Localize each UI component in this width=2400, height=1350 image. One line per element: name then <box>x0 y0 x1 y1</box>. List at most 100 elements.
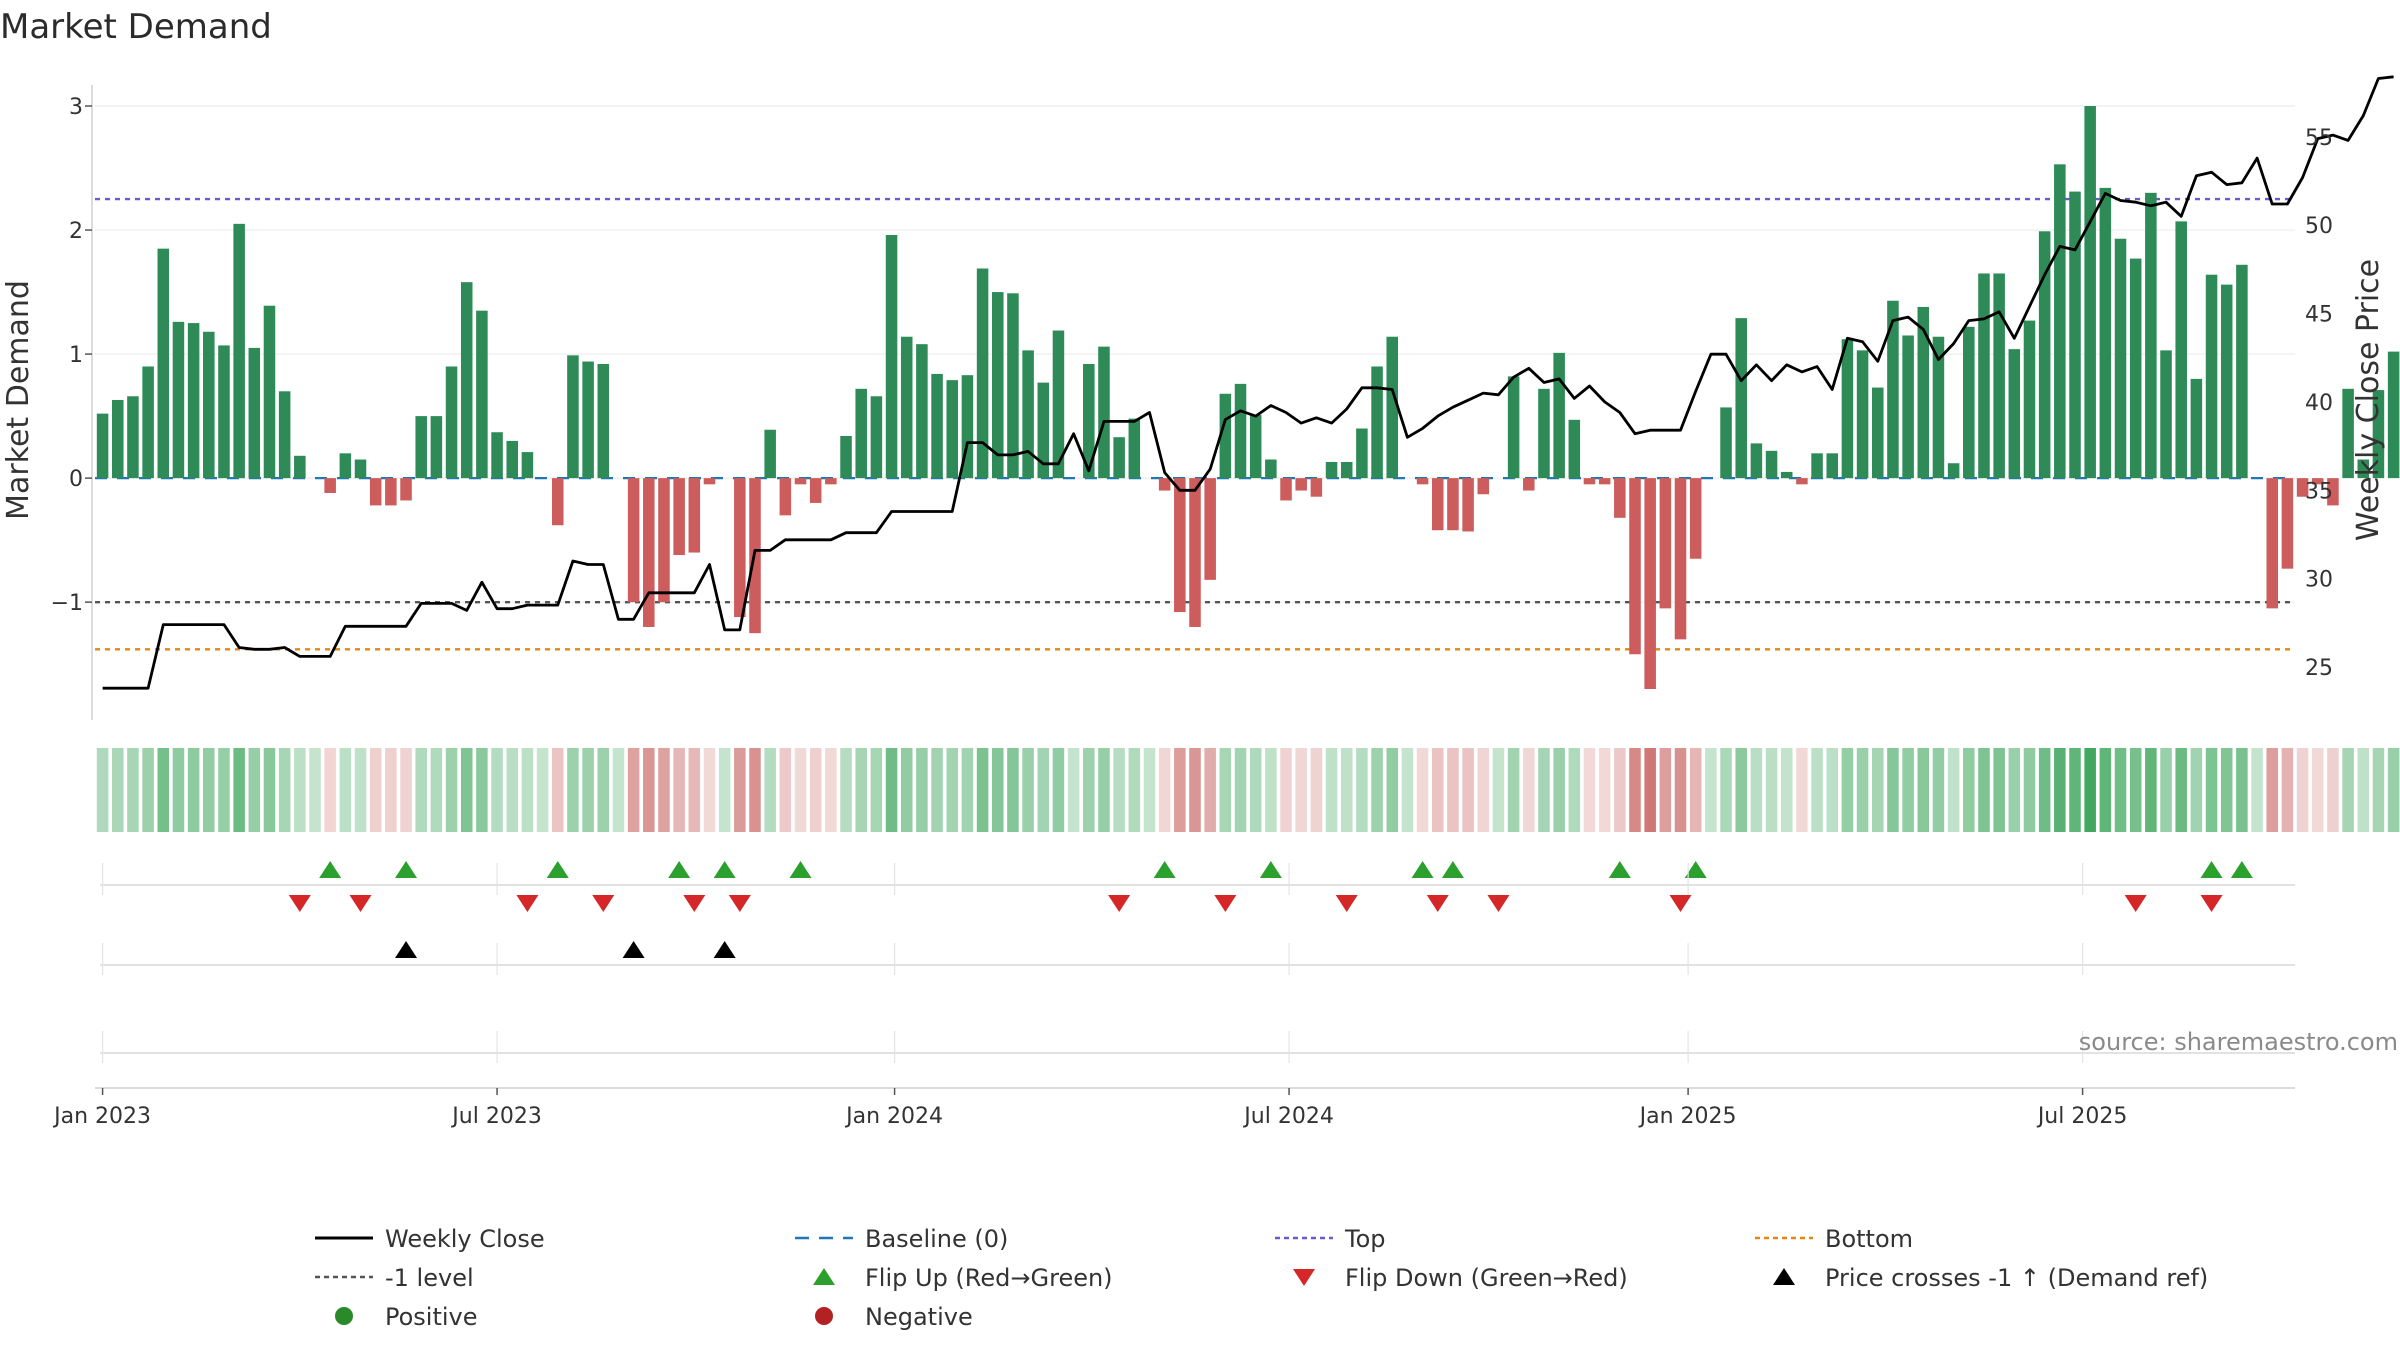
demand-bar <box>1204 478 1216 580</box>
flip-up-marker <box>2230 861 2253 878</box>
heat-cell <box>1431 748 1444 832</box>
flip-up-marker <box>1153 861 1176 878</box>
heat-cell <box>2342 748 2354 832</box>
demand-bar <box>2220 284 2233 479</box>
flip-down-marker <box>728 895 751 912</box>
legend-swatch <box>1773 1268 1795 1285</box>
heat-cell <box>1780 748 1793 832</box>
flip-up-marker <box>395 861 418 878</box>
heat-cell <box>1689 748 1702 832</box>
demand-heat-strip <box>96 748 2400 832</box>
heat-cell <box>1871 748 1884 832</box>
axes: 3 2 1 0 −1 55 50 45 40 35 30 25 Market Demand Weekly … <box>1 85 2386 720</box>
flip-up-marker <box>319 861 342 878</box>
demand-bar <box>2311 478 2324 485</box>
demand-bar <box>779 478 792 516</box>
demand-bar <box>2205 274 2218 479</box>
demand-bar <box>703 478 716 485</box>
demand-bar <box>976 268 989 479</box>
flip-up-marker <box>1441 861 1464 878</box>
heat-cell <box>1598 748 1611 832</box>
heat-cell <box>172 748 185 832</box>
heat-cell <box>582 748 594 832</box>
price-line <box>102 75 2394 690</box>
demand-bar <box>1249 414 1262 479</box>
demand-bar <box>1325 462 1338 479</box>
demand-bar <box>1447 478 1459 531</box>
demand-bar <box>931 373 943 479</box>
heat-cell <box>111 748 124 832</box>
heat-cell <box>1462 748 1474 832</box>
demand-bar <box>506 440 519 479</box>
y-tick-label: 3 <box>69 95 83 120</box>
heat-cell <box>2236 748 2248 832</box>
heat-cell <box>794 748 807 832</box>
heat-cell <box>415 748 427 832</box>
demand-bar <box>1887 300 1899 479</box>
demand-bar <box>476 310 488 479</box>
demand-bar <box>900 336 913 479</box>
heat-cell <box>1492 748 1505 832</box>
demand-bar <box>263 305 276 479</box>
demand-bar <box>2281 478 2294 569</box>
demand-bar <box>643 478 655 627</box>
legend: Weekly Close Baseline (0) Top Bottom -1 leve… <box>315 1225 2208 1331</box>
heat-cell <box>1295 748 1307 832</box>
heat-cell <box>1796 748 1808 832</box>
heat-cell <box>218 748 230 832</box>
flip-down-marker <box>1108 895 1131 912</box>
heat-cell <box>1902 748 1914 832</box>
heat-cell <box>2084 748 2096 832</box>
flip-down-marker <box>1669 895 1692 912</box>
demand-bar <box>855 388 867 479</box>
legend-label: Price crosses -1 ↑ (Demand ref) <box>1825 1264 2208 1292</box>
demand-bar <box>1022 350 1034 479</box>
heat-cell <box>2251 748 2263 832</box>
heat-cell <box>1538 748 1550 832</box>
legend-label: Baseline (0) <box>865 1225 1008 1253</box>
demand-bar <box>809 478 822 503</box>
heat-cell <box>1234 748 1247 832</box>
demand-bar <box>218 345 230 479</box>
demand-bar <box>1644 478 1656 689</box>
heat-cell <box>1128 748 1141 832</box>
demand-bar <box>1431 478 1444 531</box>
heat-cell <box>354 748 367 832</box>
heat-cell <box>491 748 503 832</box>
demand-bar <box>2114 238 2127 479</box>
demand-bar <box>1189 478 1201 627</box>
heat-cell <box>2114 748 2127 832</box>
heat-cell <box>1826 748 1839 832</box>
demand-bar <box>1568 419 1581 479</box>
heat-cell <box>1917 748 1930 832</box>
legend-swatch <box>813 1268 835 1285</box>
flip-up-marker <box>2200 861 2223 878</box>
y2-tick-label: 45 <box>2305 303 2333 328</box>
legend-swatch <box>1293 1269 1315 1286</box>
demand-bar <box>430 416 443 479</box>
heat-cell <box>734 748 746 832</box>
demand-bar <box>1811 453 1823 479</box>
demand-bar <box>1128 418 1141 479</box>
demand-bar <box>2296 478 2309 497</box>
demand-bar <box>734 478 746 618</box>
demand-bar <box>1158 478 1171 491</box>
heat-cell <box>187 748 200 832</box>
demand-bar <box>172 321 185 479</box>
demand-bar <box>1689 478 1702 559</box>
x-tick-label: Jul 2025 <box>2036 1104 2128 1129</box>
demand-bar <box>825 478 837 485</box>
flip-down-marker <box>592 895 615 912</box>
demand-bar <box>1614 478 1626 518</box>
demand-bar <box>627 478 640 603</box>
demand-bar <box>1310 478 1323 497</box>
demand-bar <box>521 452 534 479</box>
demand-bar <box>2023 320 2036 479</box>
heat-cell <box>1993 748 2005 832</box>
heat-cell <box>2160 748 2172 832</box>
heat-cell <box>1947 748 1960 832</box>
demand-bar <box>1507 376 1520 479</box>
heat-cell <box>248 748 261 832</box>
demand-bar <box>1174 478 1186 613</box>
demand-bar <box>491 432 503 479</box>
